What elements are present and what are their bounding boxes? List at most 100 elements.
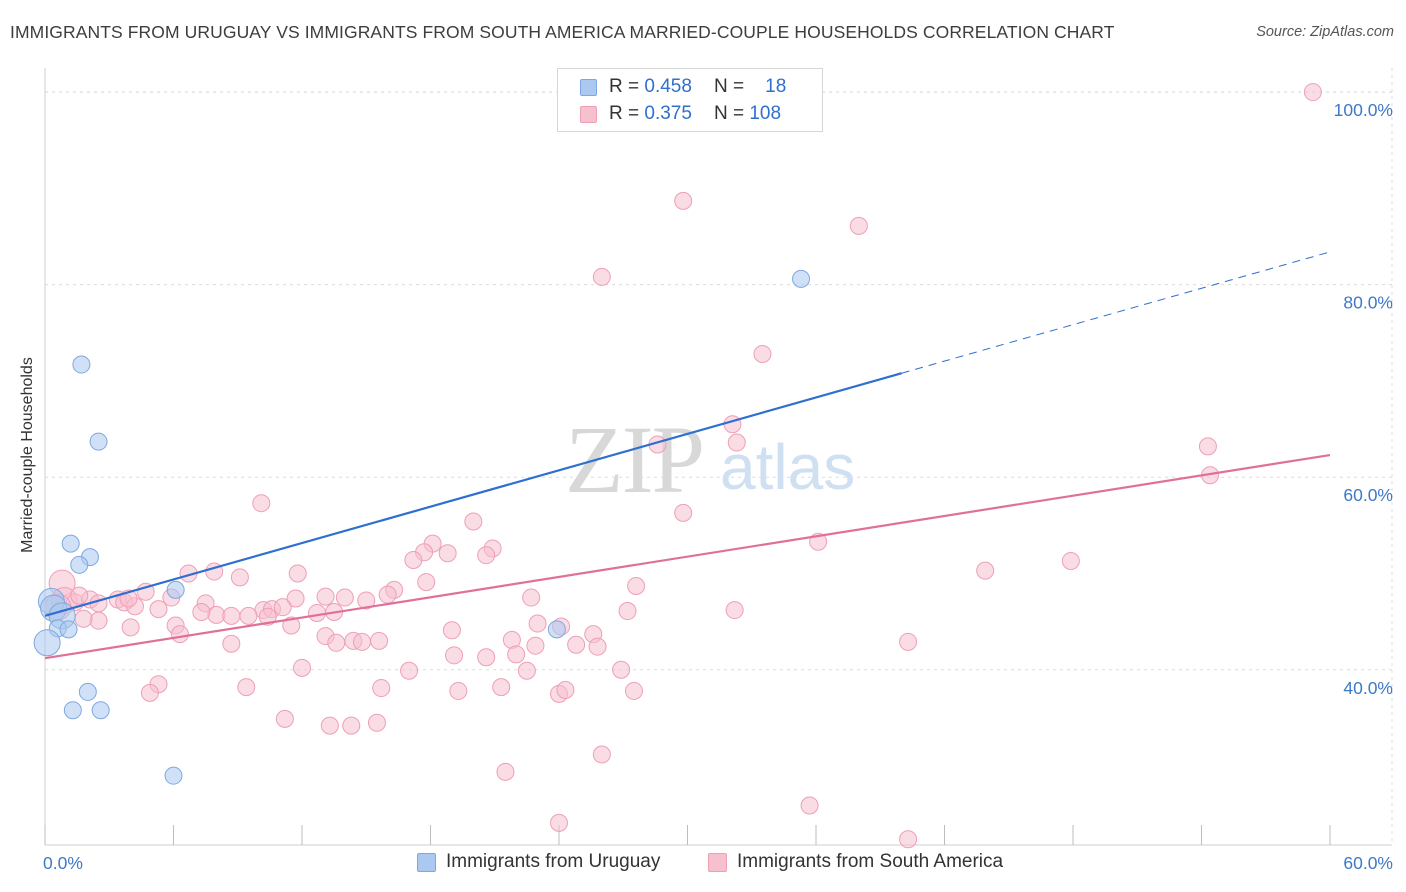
south-america-point [372,679,391,698]
legend-swatch-uruguay [417,852,436,872]
legend-item-uruguay[interactable]: Immigrants from Uruguay [417,851,660,873]
south-america-point [567,635,586,654]
south-america-point [370,631,389,650]
south-america-point [522,588,541,607]
south-america-point [327,633,346,652]
legend-swatch-south-america [580,105,597,123]
gridlines [45,68,1393,845]
south-america-point [800,796,819,815]
legend-n-value-south-america: 108 [749,103,782,124]
south-america-point [149,600,168,619]
south-america-point [899,632,918,651]
south-america-point [899,830,918,849]
south-america-point [367,713,386,732]
y-tick-label: 60.0% [1343,485,1393,505]
south-america-point [492,678,511,697]
uruguay-point [61,534,80,553]
south-america-point [320,716,339,735]
south-america-point [70,586,89,605]
south-america-point [674,191,693,210]
correlation-legend: R = 0.458 N = 18 R = 0.375 N = 108 [557,68,823,132]
south-america-point [526,636,545,655]
south-america-point [230,568,249,587]
trend-lines [44,251,1331,660]
legend-n-value-uruguay: 18 [765,76,787,97]
south-america-point [592,745,611,764]
legend-label-south-america: Immigrants from South America [737,851,1004,872]
x-tick-label: 60.0% [1343,853,1393,873]
south-america-point [723,415,742,434]
legend-n-label: N = [713,103,745,124]
chart-title: IMMIGRANTS FROM URUGUAY VS IMMIGRANTS FR… [10,22,1115,42]
axes [44,68,1392,846]
south-america-point [725,601,744,620]
south-america-point [239,606,258,625]
x-tick-label: 0.0% [43,853,83,873]
south-america-point [140,683,159,702]
south-america-point [170,625,189,644]
south-america-point [258,607,277,626]
uruguay-point [59,620,78,639]
south-america-point [1061,551,1080,570]
uruguay-point [166,580,185,599]
south-america-point [464,512,483,531]
tick-labels: 40.0% 60.0% 80.0% 100.0% 0.0% 60.0% [43,100,1393,873]
south-america-point [357,591,376,610]
south-america-point [404,551,423,570]
south-america-point [550,813,568,832]
south-america-point [273,598,292,617]
legend-row-uruguay: R = 0.458 N = 18 [580,74,786,100]
south-america-point [556,680,575,699]
uruguay-point [89,432,108,451]
south-america-point [288,564,307,583]
south-america-point [618,602,637,621]
uruguay-point [33,629,61,657]
south-america-point [1198,437,1217,456]
south-america-point [237,678,256,697]
legend-r-value-south-america: 0.375 [644,103,692,124]
south-america-point [1303,83,1322,102]
south-america-point [517,661,536,680]
south-america-point [624,681,643,700]
south-america-point [282,616,301,635]
south-america-point [74,609,93,628]
y-tick-label: 80.0% [1343,293,1393,313]
south-america-point [496,762,515,781]
chart-source: Source: ZipAtlas.com [1256,24,1394,40]
south-america-point [442,621,461,640]
legend-r-value-uruguay: 0.458 [644,76,692,97]
legend-item-south-america[interactable]: Immigrants from South America [708,851,1003,873]
legend-row-south-america: R = 0.375 N = 108 [580,101,781,127]
uruguay-point [792,269,811,288]
uruguay-point [547,620,566,639]
south-america-point [307,603,326,622]
south-america-point [849,216,868,235]
south-america-trend-line [44,453,1331,660]
south-america-point [449,681,468,700]
uruguay-point [72,355,91,374]
south-america-point [89,611,108,630]
y-tick-label: 40.0% [1343,678,1393,698]
south-america-point [627,577,646,595]
south-america-point [674,503,693,522]
south-america-point [252,494,271,513]
south-america-point [192,602,211,621]
y-tick-label: 100.0% [1334,100,1393,120]
south-america-point [438,544,457,563]
south-america-point [275,709,294,728]
watermark-zip: ZIP [565,406,703,513]
uruguay-trend-line [44,372,902,617]
south-america-point [507,645,526,664]
south-america-point [753,344,772,363]
south-america-point [316,587,335,606]
legend-n-label: N = [713,76,745,97]
legend-swatch-south-america [708,852,727,872]
uruguay-point [78,682,97,701]
south-america-point [222,634,241,653]
series-legend: Immigrants from Uruguay Immigrants from … [0,851,1406,879]
south-america-point [588,637,607,656]
legend-swatch-uruguay [580,78,597,96]
south-america-point [528,614,547,633]
south-america-point [976,561,995,580]
